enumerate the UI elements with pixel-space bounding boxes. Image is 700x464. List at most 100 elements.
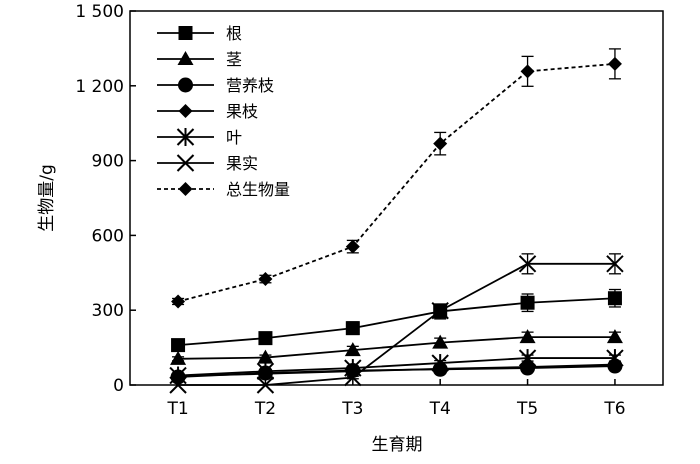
data-point [345,321,360,336]
legend-item: 叶 [157,128,242,147]
data-point [171,338,186,353]
data-point [258,331,273,346]
marker-shape [345,321,360,336]
series-1 [171,288,622,353]
y-tick-label: 1 500 [75,2,124,22]
x-tick-label: T2 [254,399,276,419]
marker-shape [344,342,361,357]
legend-marker [178,77,193,93]
legend-label: 茎 [226,50,242,69]
series-2 [170,329,623,365]
data-point [171,294,186,309]
marker-shape [520,64,535,79]
marker-shape [519,329,536,344]
data-point [606,255,624,273]
data-point [518,255,537,273]
plot-frame [129,10,664,386]
marker-stroke [518,255,537,273]
data-point [256,362,275,381]
x-tick-label: T4 [429,399,451,419]
marker-stroke [344,368,362,387]
x-axis-title: 生育期 [372,435,423,455]
marker-shape [170,350,187,365]
marker-shape [258,331,273,346]
legend-marker [178,104,193,118]
marker-shape [178,182,193,196]
data-point [169,376,187,394]
marker-shape [257,349,274,364]
x-tick-label: T3 [341,399,363,419]
axes-layer: 0 300 600 900 1 200 1 500 T1 T2 T3 T4 T5 T6 [75,2,664,419]
data-point [606,329,623,344]
legend-label: 营养枝 [226,76,274,95]
legend-item: 果实 [157,154,258,173]
y-axis-title: 生物量/g [37,164,57,232]
series-line [177,297,615,347]
series-4 [171,357,622,384]
marker-shape [432,334,449,349]
data-point [170,350,187,365]
legend-label: 根 [226,24,242,43]
legend-label: 叶 [226,128,242,147]
marker-stroke [431,301,449,320]
data-point [431,354,449,373]
legend-marker [178,26,193,40]
legend-marker [178,182,193,196]
series-5 [169,349,624,385]
data-point [607,56,622,71]
series-line [178,336,615,360]
marker-stroke [256,376,275,394]
data-point [520,295,535,310]
marker-shape [607,291,622,306]
data-point [606,349,624,368]
marker-shape [177,51,194,65]
data-point [431,301,449,320]
marker-shape [178,77,193,93]
x-tick-label: T1 [166,399,188,419]
marker-shape [606,329,623,344]
y-tick-label: 900 [92,152,124,172]
legend-marker [176,154,195,172]
y-tick-label: 600 [92,226,124,246]
data-point [258,272,273,287]
series-line [178,363,615,377]
y-tick-label: 1 200 [75,77,124,97]
marker-shape [178,104,193,118]
data-point [520,64,535,79]
y-tick-label: 300 [92,301,124,321]
x-tick-label: T6 [603,399,625,419]
marker-stroke [169,376,187,394]
legend-item: 茎 [157,50,242,69]
x-tick-label: T5 [516,399,538,419]
legend-label: 果实 [226,154,258,173]
marker-shape [178,26,193,40]
legend-item: 营养枝 [157,76,274,95]
data-point [345,239,360,254]
legend-item: 根 [157,24,242,43]
legend-marker [176,128,195,146]
series-7 [171,48,622,309]
marker-shape [345,239,360,254]
legend-item: 果枝 [157,102,258,121]
marker-shape [520,295,535,310]
data-point [519,329,536,344]
data-point [432,334,449,349]
marker-stroke [176,154,195,172]
legend-marker [177,51,194,65]
data-point [256,376,275,394]
legend-label: 总生物量 [226,180,290,199]
data-point [344,368,362,387]
legend-label: 果枝 [226,102,258,121]
data-point [607,291,622,306]
series-3 [170,358,623,385]
legend-item: 总生物量 [157,180,290,199]
marker-shape [607,56,622,71]
data-point [518,349,537,368]
marker-shape [258,272,273,287]
data-point [257,349,274,364]
marker-shape [433,136,448,151]
marker-stroke [606,255,624,273]
marker-shape [171,294,186,309]
